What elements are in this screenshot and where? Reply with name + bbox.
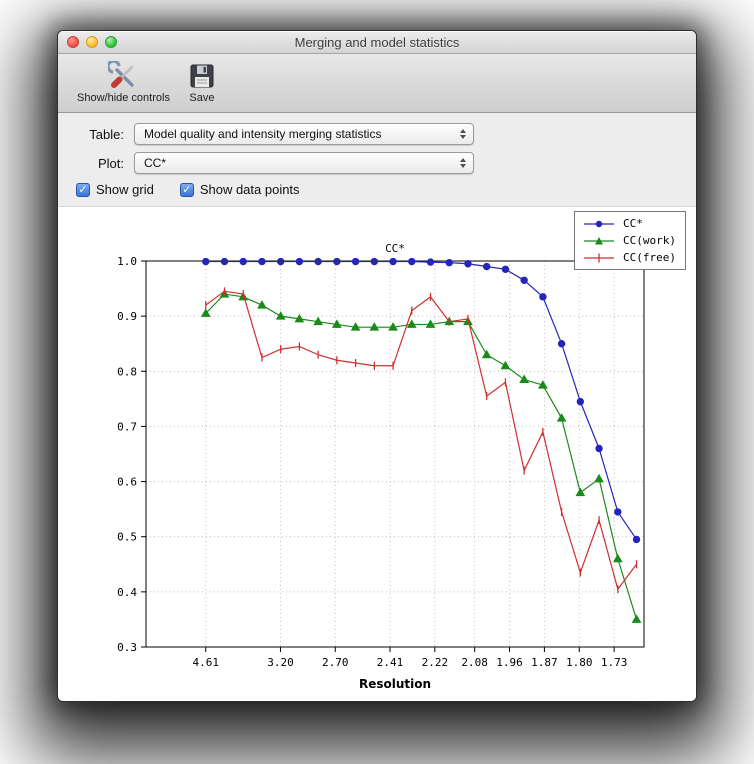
svg-text:2.70: 2.70 bbox=[322, 656, 349, 669]
legend-item: CC* bbox=[582, 217, 676, 230]
plot-row: Plot: CC* bbox=[76, 152, 696, 174]
checkbox-checked-icon: ✓ bbox=[179, 182, 194, 197]
legend-label: CC(free) bbox=[623, 251, 676, 264]
save-button[interactable]: Save bbox=[183, 59, 221, 105]
svg-text:1.73: 1.73 bbox=[601, 656, 628, 669]
toolbar-item-label: Show/hide controls bbox=[77, 92, 170, 104]
svg-text:2.41: 2.41 bbox=[377, 656, 404, 669]
svg-text:0.8: 0.8 bbox=[117, 365, 137, 378]
toolbar-item-label: Save bbox=[189, 92, 215, 104]
svg-text:4.61: 4.61 bbox=[193, 656, 220, 669]
svg-text:0.4: 0.4 bbox=[117, 586, 137, 599]
svg-text:1.80: 1.80 bbox=[566, 656, 593, 669]
close-button[interactable] bbox=[67, 36, 79, 48]
plot-select-value: CC* bbox=[144, 156, 167, 170]
minimize-button[interactable] bbox=[86, 36, 98, 48]
chart-legend: CC* CC(work) CC(free) bbox=[574, 211, 686, 270]
svg-text:0.6: 0.6 bbox=[117, 476, 137, 489]
svg-text:2.08: 2.08 bbox=[461, 656, 488, 669]
table-row: Table: Model quality and intensity mergi… bbox=[76, 123, 696, 145]
checkbox-checked-icon: ✓ bbox=[76, 182, 90, 197]
table-label: Table: bbox=[89, 126, 124, 142]
chart-svg: 1.0 0.9 0.8 0.7 0.6 0.5 0.4 0.3 4.61 3.20 2.70 2.41… bbox=[117, 242, 645, 691]
show-data-points-checkbox[interactable]: ✓ Show data points bbox=[179, 182, 300, 197]
svg-text:Resolution: Resolution bbox=[359, 677, 431, 691]
svg-text:0.7: 0.7 bbox=[117, 420, 137, 433]
show-grid-checkbox[interactable]: ✓ Show grid bbox=[76, 182, 154, 197]
svg-text:1.0: 1.0 bbox=[117, 255, 137, 268]
svg-text:0.9: 0.9 bbox=[117, 310, 137, 323]
legend-item: CC(work) bbox=[582, 234, 676, 247]
svg-text:0.5: 0.5 bbox=[117, 531, 137, 544]
title-bar: Merging and model statistics bbox=[58, 31, 696, 54]
legend-label: CC* bbox=[623, 217, 643, 230]
plot-select[interactable]: CC* bbox=[134, 152, 474, 174]
legend-item: CC(free) bbox=[582, 251, 676, 264]
plot-label: Plot: bbox=[97, 155, 124, 171]
window-title: Merging and model statistics bbox=[294, 34, 460, 50]
save-icon bbox=[188, 60, 216, 91]
app-window: Merging and model statistics Show/hide c… bbox=[57, 30, 697, 702]
svg-text:0.3: 0.3 bbox=[117, 641, 137, 654]
show-hide-controls-button[interactable]: Show/hide controls bbox=[72, 59, 175, 105]
controls-panel: Table: Model quality and intensity mergi… bbox=[58, 113, 696, 207]
popup-arrows-icon bbox=[455, 129, 473, 139]
table-select-value: Model quality and intensity merging stat… bbox=[144, 127, 382, 141]
checkbox-label: Show grid bbox=[96, 182, 154, 197]
table-select[interactable]: Model quality and intensity merging stat… bbox=[134, 123, 474, 145]
legend-label: CC(work) bbox=[623, 234, 676, 247]
svg-text:1.96: 1.96 bbox=[496, 656, 523, 669]
tools-icon bbox=[108, 60, 138, 91]
zoom-button[interactable] bbox=[105, 36, 117, 48]
checkbox-label: Show data points bbox=[199, 182, 300, 197]
toolbar: Show/hide controls Save bbox=[58, 54, 696, 113]
svg-text:CC*: CC* bbox=[385, 242, 405, 255]
svg-text:2.22: 2.22 bbox=[422, 656, 449, 669]
svg-text:1.87: 1.87 bbox=[531, 656, 558, 669]
traffic-lights bbox=[67, 31, 117, 53]
chart-area: 1.0 0.9 0.8 0.7 0.6 0.5 0.4 0.3 4.61 3.20 2.70 2.41… bbox=[58, 207, 696, 701]
popup-arrows-icon bbox=[455, 158, 473, 168]
svg-text:3.20: 3.20 bbox=[267, 656, 294, 669]
checkbox-row: ✓ Show grid ✓ Show data points bbox=[76, 182, 696, 197]
